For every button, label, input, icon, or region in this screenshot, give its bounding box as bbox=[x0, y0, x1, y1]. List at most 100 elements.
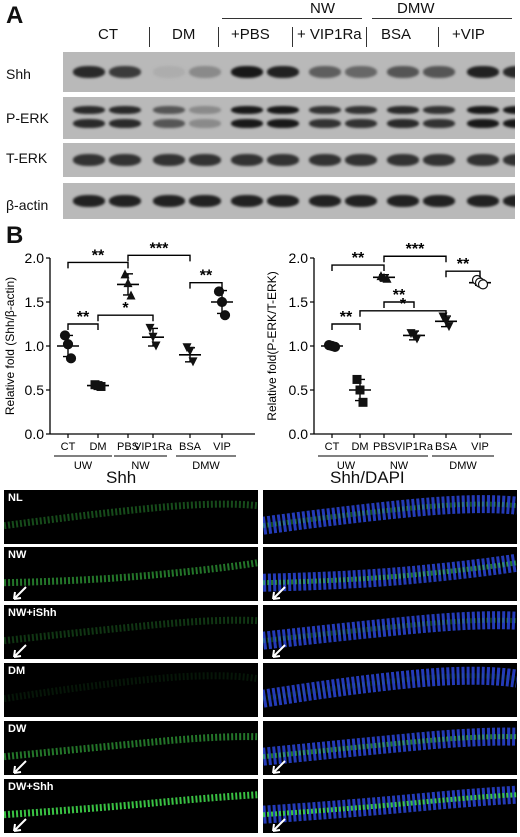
shh-signal-band bbox=[263, 560, 517, 586]
significance-bracket bbox=[445, 270, 481, 278]
data-point bbox=[412, 334, 422, 344]
x-tick-label: VIP bbox=[213, 441, 231, 453]
shh-signal-band bbox=[263, 617, 517, 644]
group-label: NW bbox=[131, 460, 150, 472]
data-point bbox=[444, 322, 454, 332]
blot-band bbox=[231, 119, 263, 128]
y-tick-label: 1.5 bbox=[25, 294, 45, 310]
chart-perk: 0.0 0.5 1.0 1.5 2.0 Relative fold(P-ERK/T-ERK… bbox=[265, 241, 512, 472]
significance-label: *** bbox=[406, 241, 425, 258]
blot-band bbox=[153, 106, 185, 114]
blot-band bbox=[153, 154, 185, 166]
y-axis-label: Relative fold(P-ERK/T-ERK) bbox=[265, 271, 279, 420]
blot-band bbox=[109, 106, 141, 114]
arrow-icon bbox=[13, 760, 27, 774]
significance-label: ** bbox=[77, 309, 90, 326]
blot-band bbox=[109, 154, 141, 166]
data-point bbox=[151, 341, 161, 351]
lane-label-vip1ra: + VIP1Ra bbox=[297, 26, 362, 43]
significance-label: *** bbox=[150, 240, 169, 257]
tissue-image bbox=[263, 495, 517, 535]
tissue-image bbox=[4, 616, 258, 658]
group-label-dmw: DMW bbox=[397, 0, 435, 17]
blot-band bbox=[309, 119, 341, 128]
data-point bbox=[145, 323, 155, 333]
dapi-nuclei-band bbox=[263, 495, 517, 535]
shh-signal-band bbox=[4, 559, 258, 587]
blot-band bbox=[423, 66, 455, 78]
column-label-shh: Shh bbox=[106, 468, 137, 487]
shh-signal-band bbox=[263, 673, 517, 702]
blot-actin bbox=[63, 183, 515, 219]
shh-signal-band bbox=[4, 791, 258, 819]
blot-band bbox=[423, 154, 455, 166]
lane-divider bbox=[218, 27, 219, 47]
blot-band bbox=[467, 154, 499, 166]
tissue-image bbox=[263, 727, 517, 774]
tissue-image bbox=[263, 785, 517, 832]
shh-signal-band bbox=[263, 501, 517, 529]
group-line-nw bbox=[222, 18, 362, 19]
significance-label: * bbox=[400, 296, 407, 313]
x-tick-label: VIP bbox=[471, 441, 489, 453]
data-point bbox=[126, 290, 136, 300]
blot-band bbox=[423, 119, 455, 128]
significance-bracket bbox=[383, 301, 415, 308]
blot-terk bbox=[63, 143, 515, 177]
data-point bbox=[213, 286, 225, 297]
blot-band bbox=[73, 119, 105, 128]
blot-band bbox=[467, 106, 499, 114]
blot-label-actin: β-actin bbox=[6, 197, 49, 213]
dapi-nuclei-band bbox=[263, 611, 517, 650]
y-tick-label: 2.0 bbox=[289, 250, 309, 266]
group-label: UW bbox=[337, 460, 356, 472]
data-point bbox=[329, 341, 341, 352]
x-tick-label: BSA bbox=[435, 441, 458, 453]
significance-bracket bbox=[331, 264, 385, 272]
tissue-image bbox=[4, 672, 258, 703]
data-point bbox=[219, 310, 231, 321]
micrograph-row-label: NW bbox=[8, 549, 27, 561]
micrograph-row-label: NL bbox=[8, 492, 23, 504]
micrograph-shh-dapi bbox=[263, 547, 517, 601]
panel-b-letter: B bbox=[6, 222, 24, 249]
y-tick-label: 1.0 bbox=[289, 338, 309, 354]
x-tick-label: DM bbox=[351, 441, 368, 453]
tissue-image bbox=[4, 733, 258, 774]
data-point bbox=[188, 357, 198, 367]
blot-perk bbox=[63, 97, 515, 139]
tissue-image bbox=[263, 611, 517, 658]
arrow-icon bbox=[13, 586, 27, 600]
blot-band bbox=[73, 66, 105, 78]
micrograph-shh: DM bbox=[4, 663, 258, 717]
data-point bbox=[96, 381, 106, 391]
blot-band bbox=[267, 106, 299, 114]
blot-band bbox=[345, 154, 377, 166]
panel-a-letter: A bbox=[6, 2, 24, 29]
lane-label-pbs: +PBS bbox=[231, 26, 270, 43]
data-point bbox=[355, 385, 365, 395]
blot-band bbox=[345, 119, 377, 128]
blot-band bbox=[387, 154, 419, 166]
blot-band bbox=[267, 154, 299, 166]
blot-band bbox=[345, 106, 377, 114]
shh-signal-band bbox=[263, 734, 517, 760]
shh-signal-band bbox=[4, 672, 258, 703]
tissue-image bbox=[4, 559, 258, 600]
blot-band bbox=[345, 66, 377, 78]
y-tick-label: 1.0 bbox=[25, 338, 45, 354]
blot-band bbox=[231, 106, 263, 114]
group-label: DMW bbox=[449, 460, 477, 472]
chart-shh: 0.0 0.5 1.0 1.5 2.0 Relative fold (Shh/β-acti… bbox=[3, 240, 255, 472]
significance-bracket bbox=[359, 310, 447, 317]
blot-band bbox=[189, 154, 221, 166]
micrograph-shh-dapi bbox=[263, 721, 517, 775]
lane-label-bsa: BSA bbox=[381, 26, 412, 43]
data-point bbox=[358, 397, 368, 407]
arrow-icon bbox=[13, 644, 27, 658]
blot-label-perk: P-ERK bbox=[6, 110, 49, 126]
tissue-image bbox=[4, 500, 258, 530]
significance-label: ** bbox=[393, 287, 406, 304]
significance-bracket bbox=[383, 255, 447, 263]
blot-band bbox=[189, 106, 221, 114]
